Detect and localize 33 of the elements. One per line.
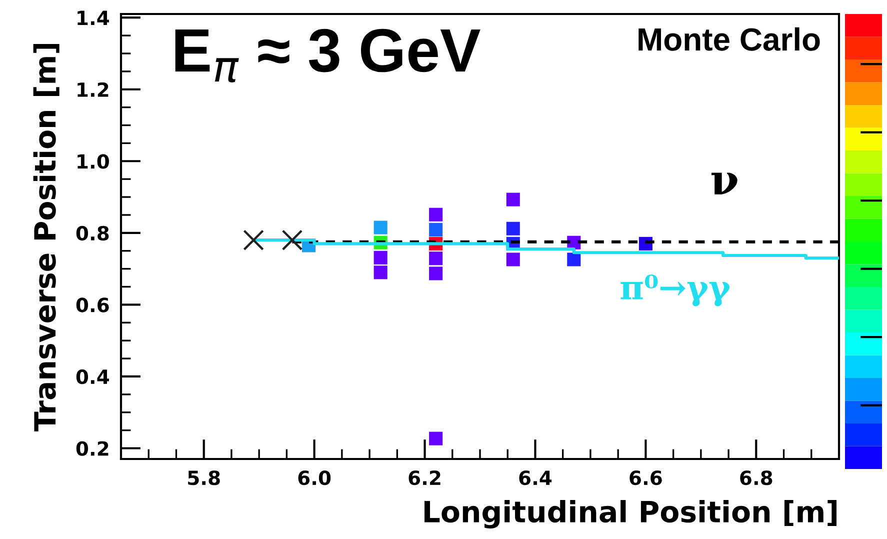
y-tick-label: 0.6 bbox=[76, 298, 109, 312]
point bbox=[429, 222, 443, 236]
annotation: Monte Carlo bbox=[638, 27, 820, 51]
point bbox=[282, 230, 303, 251]
y-tick-label: 0.4 bbox=[76, 369, 109, 384]
point bbox=[374, 266, 388, 280]
y-tick-label: 1.4 bbox=[78, 10, 109, 25]
point bbox=[506, 222, 520, 236]
point bbox=[374, 220, 388, 234]
point bbox=[243, 230, 264, 251]
x-axis-title: Longitudinal Position [m] bbox=[424, 500, 836, 528]
y-tick-label: 0.8 bbox=[76, 226, 109, 241]
annotation: E$_{π}$ ≈ 3 GeV bbox=[175, 28, 480, 82]
x-tick-label: 6.8 bbox=[740, 470, 772, 486]
point bbox=[506, 192, 520, 206]
series-label: ν bbox=[712, 172, 738, 194]
x-tick-label: 5.8 bbox=[188, 470, 220, 486]
y-tick-label: 1.2 bbox=[78, 82, 108, 97]
point bbox=[374, 250, 388, 264]
y-tick-label: 1.0 bbox=[78, 154, 109, 169]
point bbox=[567, 252, 581, 266]
point bbox=[506, 252, 520, 266]
x-tick-label: 6.6 bbox=[630, 470, 662, 486]
x-tick-label: 6.2 bbox=[408, 470, 440, 486]
x-tick-label: 6.4 bbox=[519, 470, 552, 486]
y-axis-title: Transverse Position [m] bbox=[33, 44, 60, 432]
y-tick-label: 0.2 bbox=[76, 441, 108, 456]
point bbox=[429, 252, 443, 266]
point bbox=[429, 208, 443, 222]
series-label: π⁰→γγ bbox=[620, 274, 730, 306]
x-tick-label: 6.0 bbox=[298, 470, 331, 486]
point bbox=[429, 266, 443, 280]
point bbox=[429, 432, 443, 446]
